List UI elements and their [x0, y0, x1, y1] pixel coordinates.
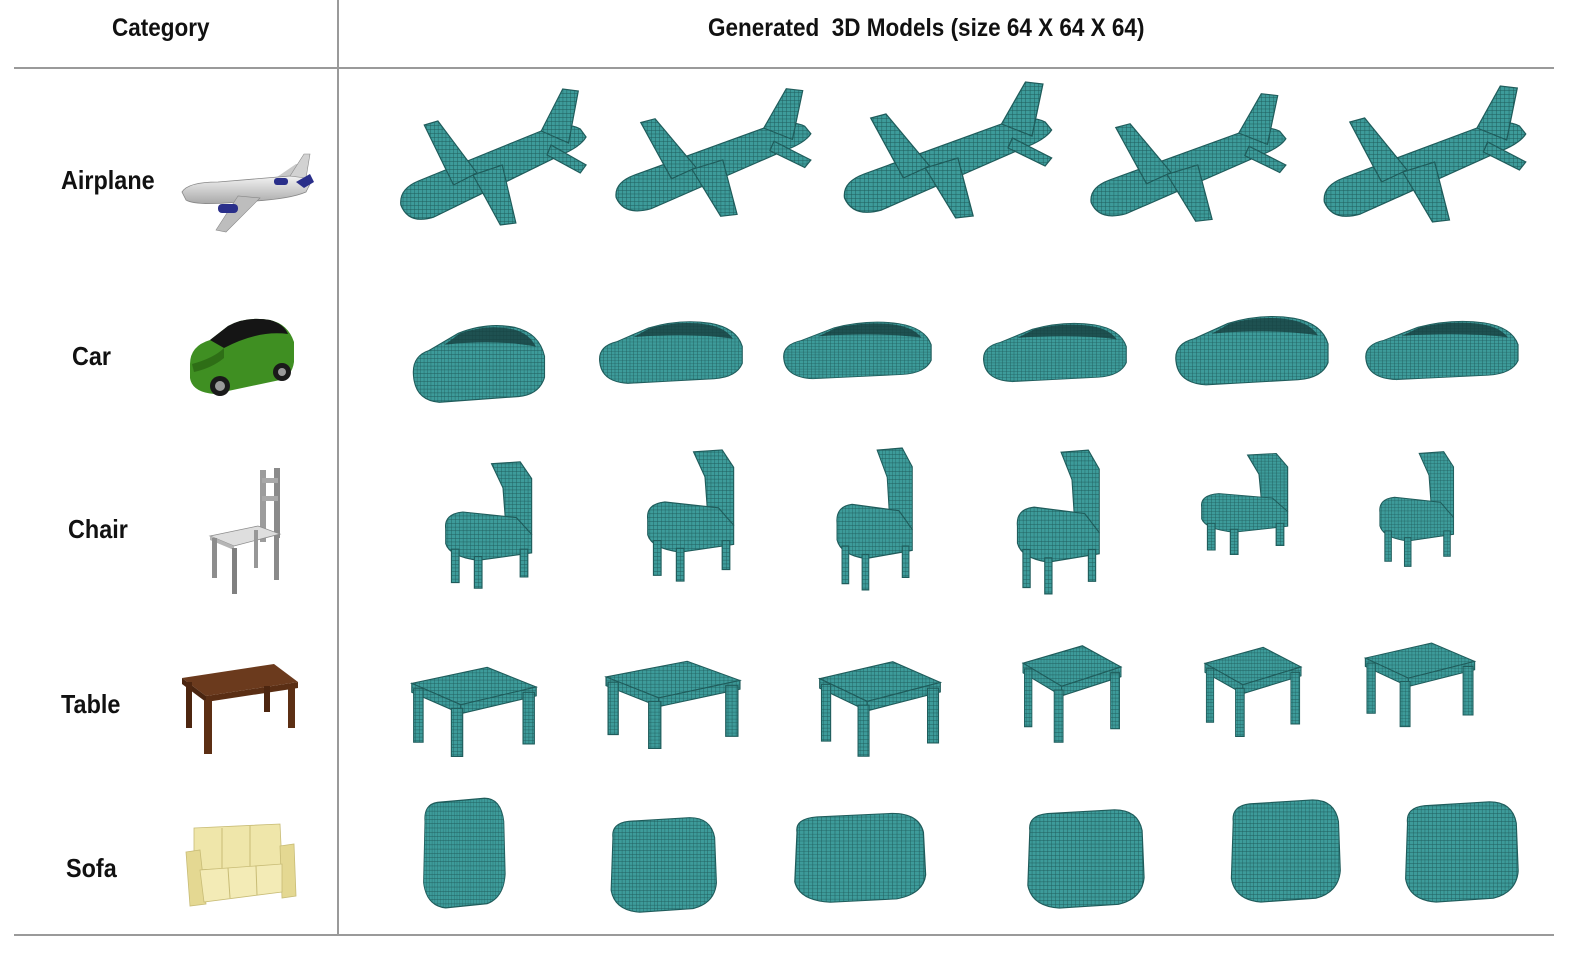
row-label-sofa: Sofa — [66, 853, 117, 883]
generated-table-2 — [602, 656, 744, 752]
generated-chair-3 — [832, 446, 924, 592]
top-rule — [14, 67, 1554, 69]
generated-sofa-3 — [786, 810, 930, 904]
generated-car-5 — [1172, 308, 1332, 390]
row-label-table: Table — [61, 689, 121, 719]
generated-car-6 — [1362, 314, 1522, 384]
generated-airplane-2 — [610, 85, 815, 235]
car-icon — [184, 312, 298, 396]
row-label-chair: Chair — [68, 514, 128, 544]
sofa-icon — [184, 822, 298, 908]
bottom-rule — [14, 934, 1554, 936]
generated-chair-1 — [440, 460, 545, 590]
generated-car-1 — [410, 316, 548, 408]
airplane-icon — [178, 152, 314, 238]
generated-car-2 — [596, 314, 746, 388]
row-label-car: Car — [72, 341, 112, 371]
generated-car-3 — [780, 315, 935, 383]
chair-icon — [206, 468, 286, 596]
generated-table-4 — [1020, 640, 1124, 746]
generated-sofa-5 — [1224, 796, 1344, 904]
generated-chair-5 — [1196, 452, 1301, 556]
generated-table-6 — [1362, 638, 1478, 730]
generated-airplane-4 — [1085, 90, 1290, 240]
header-category: Category — [112, 14, 210, 42]
generated-airplane-5 — [1318, 82, 1530, 242]
generated-sofa-1 — [418, 794, 508, 910]
generated-chair-6 — [1375, 450, 1465, 568]
generated-airplane-1 — [395, 85, 590, 245]
generated-sofa-6 — [1398, 798, 1522, 904]
generated-sofa-4 — [1020, 806, 1148, 910]
generated-chair-4 — [1012, 448, 1112, 596]
header-generated-models: Generated 3D Models (size 64 X 64 X 64) — [708, 14, 1145, 42]
generated-sofa-2 — [604, 814, 720, 914]
row-label-airplane: Airplane — [61, 165, 155, 195]
table-icon — [180, 662, 300, 756]
generated-airplane-3 — [838, 78, 1056, 238]
generated-table-5 — [1202, 642, 1304, 740]
generated-table-1 — [408, 662, 540, 760]
generated-table-3 — [816, 656, 944, 760]
generated-chair-2 — [642, 448, 747, 583]
generated-car-4 — [980, 316, 1130, 386]
column-divider — [337, 0, 339, 935]
